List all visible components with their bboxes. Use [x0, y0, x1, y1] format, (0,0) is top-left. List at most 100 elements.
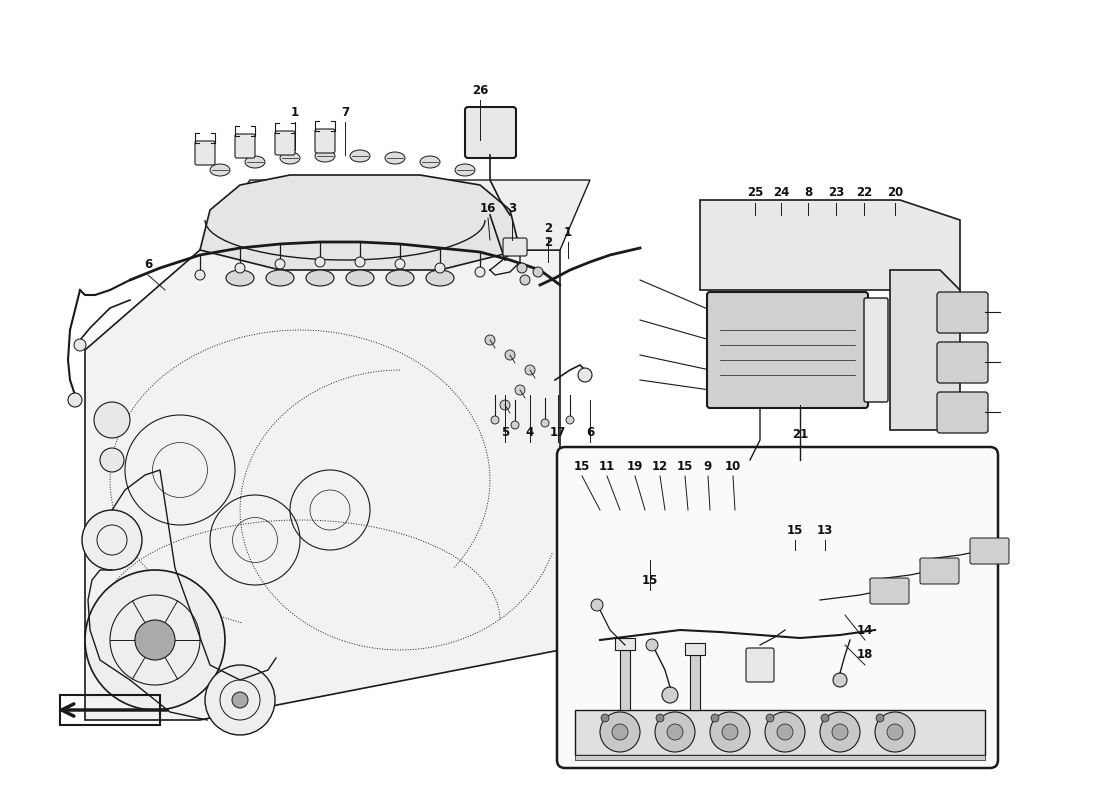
- Ellipse shape: [315, 150, 336, 162]
- Polygon shape: [85, 250, 560, 720]
- Text: 6: 6: [586, 426, 594, 438]
- Ellipse shape: [210, 164, 230, 176]
- FancyBboxPatch shape: [970, 538, 1009, 564]
- Circle shape: [646, 639, 658, 651]
- Circle shape: [578, 368, 592, 382]
- FancyBboxPatch shape: [557, 447, 998, 768]
- Text: 18: 18: [857, 649, 873, 662]
- Polygon shape: [690, 655, 700, 710]
- Circle shape: [874, 712, 915, 752]
- Circle shape: [777, 724, 793, 740]
- Polygon shape: [890, 270, 960, 430]
- Circle shape: [505, 350, 515, 360]
- Circle shape: [764, 712, 805, 752]
- Text: 15: 15: [574, 459, 591, 473]
- Ellipse shape: [386, 270, 414, 286]
- Text: 13: 13: [817, 523, 833, 537]
- Text: 25: 25: [747, 186, 763, 199]
- Text: 15: 15: [641, 574, 658, 586]
- Text: 2: 2: [543, 235, 552, 249]
- Circle shape: [195, 270, 205, 280]
- Ellipse shape: [245, 156, 265, 168]
- FancyBboxPatch shape: [864, 298, 888, 402]
- Text: a passion for parts: a passion for parts: [396, 540, 644, 600]
- Text: 15: 15: [676, 459, 693, 473]
- Text: 23: 23: [828, 186, 844, 199]
- Circle shape: [876, 714, 884, 722]
- Polygon shape: [200, 180, 590, 250]
- Circle shape: [667, 724, 683, 740]
- Circle shape: [485, 335, 495, 345]
- FancyBboxPatch shape: [235, 134, 255, 158]
- FancyBboxPatch shape: [937, 292, 988, 333]
- FancyBboxPatch shape: [870, 578, 909, 604]
- Circle shape: [710, 712, 750, 752]
- Text: 12: 12: [652, 459, 668, 473]
- FancyBboxPatch shape: [503, 238, 527, 256]
- Circle shape: [82, 510, 142, 570]
- Text: 1: 1: [564, 226, 572, 238]
- Circle shape: [355, 257, 365, 267]
- Circle shape: [100, 448, 124, 472]
- Text: 10: 10: [725, 459, 741, 473]
- FancyBboxPatch shape: [920, 558, 959, 584]
- Circle shape: [512, 421, 519, 429]
- Text: 1: 1: [290, 106, 299, 118]
- Circle shape: [135, 620, 175, 660]
- Circle shape: [541, 419, 549, 427]
- Ellipse shape: [385, 152, 405, 164]
- Circle shape: [833, 673, 847, 687]
- Text: 24: 24: [773, 186, 789, 199]
- Text: 15: 15: [786, 523, 803, 537]
- Text: 8: 8: [804, 186, 812, 199]
- Circle shape: [94, 402, 130, 438]
- FancyBboxPatch shape: [195, 141, 214, 165]
- Circle shape: [235, 263, 245, 273]
- Ellipse shape: [306, 270, 334, 286]
- Circle shape: [601, 714, 609, 722]
- Text: 9: 9: [704, 459, 712, 473]
- Polygon shape: [575, 710, 984, 755]
- Text: 3: 3: [508, 202, 516, 214]
- Text: europarts: europarts: [218, 428, 623, 552]
- Circle shape: [766, 714, 774, 722]
- Ellipse shape: [455, 164, 475, 176]
- Circle shape: [491, 416, 499, 424]
- Text: 4: 4: [526, 426, 535, 438]
- Circle shape: [515, 385, 525, 395]
- Text: 16: 16: [480, 202, 496, 214]
- Circle shape: [832, 724, 848, 740]
- Polygon shape: [620, 650, 630, 710]
- Circle shape: [500, 400, 510, 410]
- Circle shape: [85, 570, 226, 710]
- Text: 5: 5: [500, 426, 509, 438]
- Ellipse shape: [420, 156, 440, 168]
- Circle shape: [525, 365, 535, 375]
- FancyBboxPatch shape: [707, 292, 868, 408]
- Circle shape: [475, 267, 485, 277]
- Circle shape: [520, 275, 530, 285]
- Text: 11: 11: [598, 459, 615, 473]
- Circle shape: [820, 712, 860, 752]
- FancyBboxPatch shape: [937, 342, 988, 383]
- Polygon shape: [575, 755, 984, 760]
- Text: 2: 2: [543, 222, 552, 234]
- Ellipse shape: [346, 270, 374, 286]
- Circle shape: [434, 263, 446, 273]
- Ellipse shape: [426, 270, 454, 286]
- Text: 20: 20: [887, 186, 903, 199]
- Ellipse shape: [266, 270, 294, 286]
- Text: 7: 7: [341, 106, 349, 118]
- FancyBboxPatch shape: [465, 107, 516, 158]
- Circle shape: [600, 712, 640, 752]
- Circle shape: [205, 665, 275, 735]
- Text: 17: 17: [550, 426, 566, 438]
- Circle shape: [275, 259, 285, 269]
- Text: 14: 14: [857, 623, 873, 637]
- Circle shape: [517, 263, 527, 273]
- Circle shape: [662, 687, 678, 703]
- Polygon shape: [685, 643, 705, 655]
- Circle shape: [821, 714, 829, 722]
- FancyBboxPatch shape: [275, 131, 295, 155]
- Circle shape: [722, 724, 738, 740]
